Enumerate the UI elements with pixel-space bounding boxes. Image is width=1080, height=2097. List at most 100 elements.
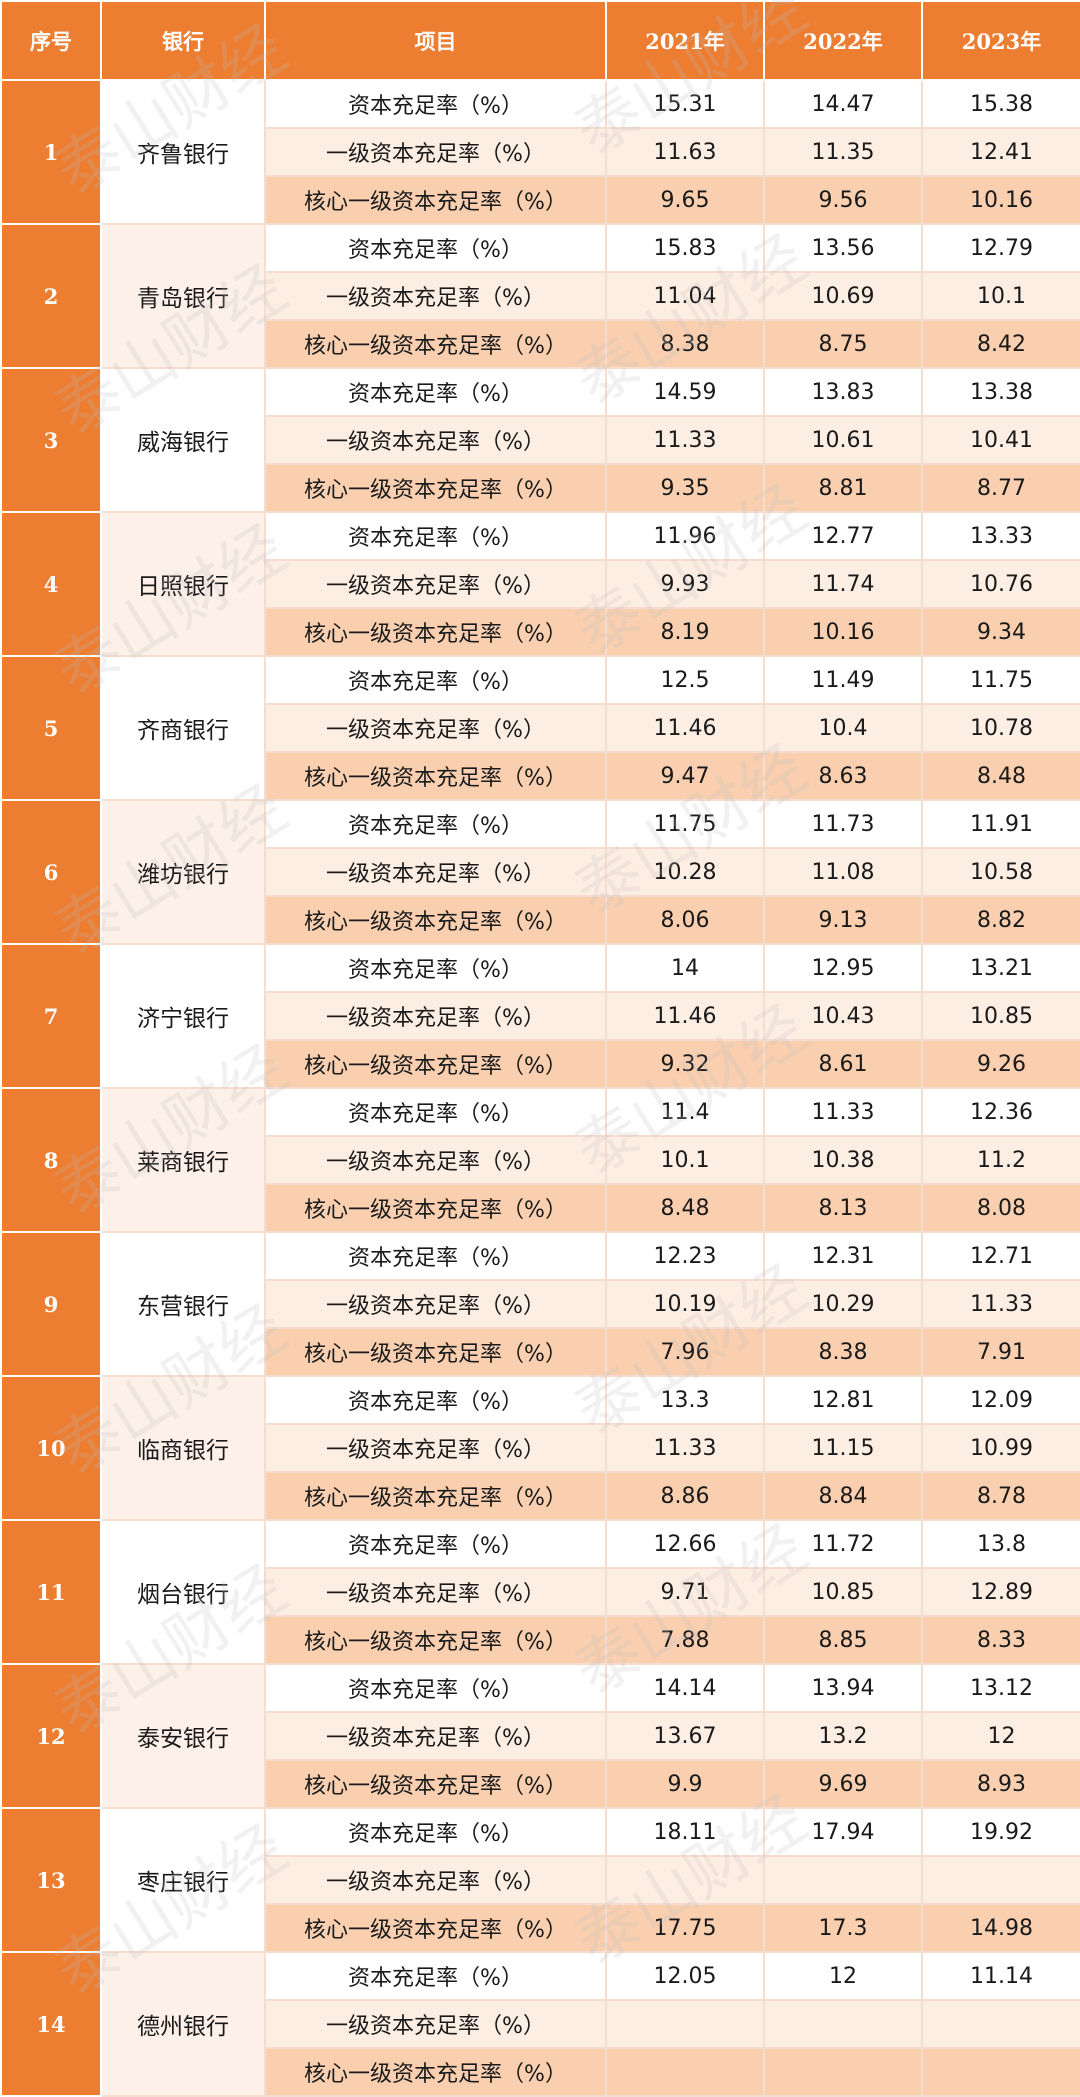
metric-label: 一级资本充足率（%） [264, 1567, 607, 1617]
value-2023: 8.33 [921, 1615, 1080, 1665]
value-2023: 10.58 [921, 847, 1080, 897]
value-2023: 8.78 [921, 1471, 1080, 1521]
value-2022: 8.61 [763, 1039, 923, 1089]
value-2023: 7.91 [921, 1327, 1080, 1377]
table-row: 一级资本充足率（%） 10.19 10.29 11.33 [1, 1279, 1080, 1329]
table-row: 核心一级资本充足率（%） 8.86 8.84 8.78 [1, 1471, 1080, 1521]
table-header-row: 序号 银行 项目 2021年 2022年 2023年 [0, 0, 1080, 81]
value-2021: 17.75 [605, 1903, 765, 1953]
value-2021: 7.96 [605, 1327, 765, 1377]
value-2022: 11.72 [763, 1519, 923, 1569]
value-2021: 14 [605, 943, 765, 993]
value-2021: 9.93 [605, 559, 765, 609]
value-2023: 9.26 [921, 1039, 1080, 1089]
value-2023: 10.76 [921, 559, 1080, 609]
value-2023: 14.98 [921, 1903, 1080, 1953]
row-index: 5 [0, 655, 102, 801]
value-2022: 10.16 [763, 607, 923, 657]
value-2022: 8.75 [763, 319, 923, 369]
value-2023: 12.41 [921, 127, 1080, 177]
value-2023: 8.48 [921, 751, 1080, 801]
table-row: 10 临商银行 资本充足率（%） 13.3 12.81 12.09 [0, 1375, 1080, 1521]
value-2023: 13.33 [921, 511, 1080, 561]
metric-label: 核心一级资本充足率（%） [264, 895, 607, 945]
header-2022: 2022年 [763, 0, 923, 81]
metric-label: 核心一级资本充足率（%） [264, 1759, 607, 1809]
metric-label: 资本充足率（%） [264, 1951, 607, 2001]
value-2021 [605, 2047, 765, 2097]
table-row: 核心一级资本充足率（%） 9.47 8.63 8.48 [1, 751, 1080, 801]
metric-label: 资本充足率（%） [264, 655, 607, 705]
value-2022: 9.13 [763, 895, 923, 945]
table-row: 核心一级资本充足率（%） 8.06 9.13 8.82 [1, 895, 1080, 945]
value-2022: 12 [763, 1951, 923, 2001]
table-row: 一级资本充足率（%） 9.71 10.85 12.89 [1, 1567, 1080, 1617]
metric-label: 核心一级资本充足率（%） [264, 319, 607, 369]
table-row: 5 齐商银行 资本充足率（%） 12.5 11.49 11.75 [0, 655, 1080, 801]
value-2022: 12.95 [763, 943, 923, 993]
metric-label: 资本充足率（%） [264, 1087, 607, 1137]
value-2022: 10.85 [763, 1567, 923, 1617]
value-2022: 8.85 [763, 1615, 923, 1665]
value-2022: 11.15 [763, 1423, 923, 1473]
value-2021: 12.05 [605, 1951, 765, 2001]
table-row: 一级资本充足率（%） 10.28 11.08 10.58 [1, 847, 1080, 897]
value-2022: 8.38 [763, 1327, 923, 1377]
value-2023: 11.91 [921, 799, 1080, 849]
value-2022: 10.38 [763, 1135, 923, 1185]
value-2023: 19.92 [921, 1807, 1080, 1857]
metric-label: 一级资本充足率（%） [264, 1999, 607, 2049]
metric-label: 一级资本充足率（%） [264, 415, 607, 465]
metric-label: 资本充足率（%） [264, 511, 607, 561]
metric-label: 核心一级资本充足率（%） [264, 1183, 607, 1233]
bank-name: 威海银行 [100, 367, 266, 513]
value-2023: 11.33 [921, 1279, 1080, 1329]
table-row: 11 烟台银行 资本充足率（%） 12.66 11.72 13.8 [0, 1519, 1080, 1665]
value-2022: 9.69 [763, 1759, 923, 1809]
table-row: 7 济宁银行 资本充足率（%） 14 12.95 13.21 [0, 943, 1080, 1089]
table-row: 9 东营银行 资本充足率（%） 12.23 12.31 12.71 [0, 1231, 1080, 1377]
value-2023: 11.14 [921, 1951, 1080, 2001]
value-2022: 10.43 [763, 991, 923, 1041]
table-row: 14 德州银行 资本充足率（%） 12.05 12 11.14 [0, 1951, 1080, 2097]
value-2022: 11.74 [763, 559, 923, 609]
value-2023: 12 [921, 1711, 1080, 1761]
table-row: 核心一级资本充足率（%） 9.9 9.69 8.93 [1, 1759, 1080, 1809]
metric-label: 一级资本充足率（%） [264, 559, 607, 609]
bank-name: 临商银行 [100, 1375, 266, 1521]
value-2022 [763, 1855, 923, 1905]
value-2023: 15.38 [921, 79, 1080, 129]
value-2022: 11.33 [763, 1087, 923, 1137]
value-2021: 8.19 [605, 607, 765, 657]
value-2022 [763, 2047, 923, 2097]
table-row: 一级资本充足率（%） 9.93 11.74 10.76 [1, 559, 1080, 609]
metric-label: 核心一级资本充足率（%） [264, 463, 607, 513]
value-2021: 9.32 [605, 1039, 765, 1089]
value-2023: 13.8 [921, 1519, 1080, 1569]
header-index: 序号 [0, 0, 102, 81]
value-2021: 10.1 [605, 1135, 765, 1185]
row-index: 9 [0, 1231, 102, 1377]
value-2023: 12.36 [921, 1087, 1080, 1137]
value-2021: 13.3 [605, 1375, 765, 1425]
value-2023: 8.77 [921, 463, 1080, 513]
value-2023: 10.78 [921, 703, 1080, 753]
value-2022: 13.83 [763, 367, 923, 417]
value-2021: 9.71 [605, 1567, 765, 1617]
value-2022: 11.08 [763, 847, 923, 897]
value-2021: 8.48 [605, 1183, 765, 1233]
row-index: 4 [0, 511, 102, 657]
value-2023: 13.38 [921, 367, 1080, 417]
bank-name: 齐商银行 [100, 655, 266, 801]
table-row: 13 枣庄银行 资本充足率（%） 18.11 17.94 19.92 [0, 1807, 1080, 1953]
metric-label: 一级资本充足率（%） [264, 271, 607, 321]
value-2022: 13.2 [763, 1711, 923, 1761]
row-index: 3 [0, 367, 102, 513]
metric-label: 一级资本充足率（%） [264, 1711, 607, 1761]
value-2023: 12.89 [921, 1567, 1080, 1617]
value-2022: 10.29 [763, 1279, 923, 1329]
value-2021: 10.28 [605, 847, 765, 897]
table-row: 1 齐鲁银行 资本充足率（%） 15.31 14.47 15.38 [0, 79, 1080, 225]
value-2021: 11.4 [605, 1087, 765, 1137]
value-2022: 10.61 [763, 415, 923, 465]
